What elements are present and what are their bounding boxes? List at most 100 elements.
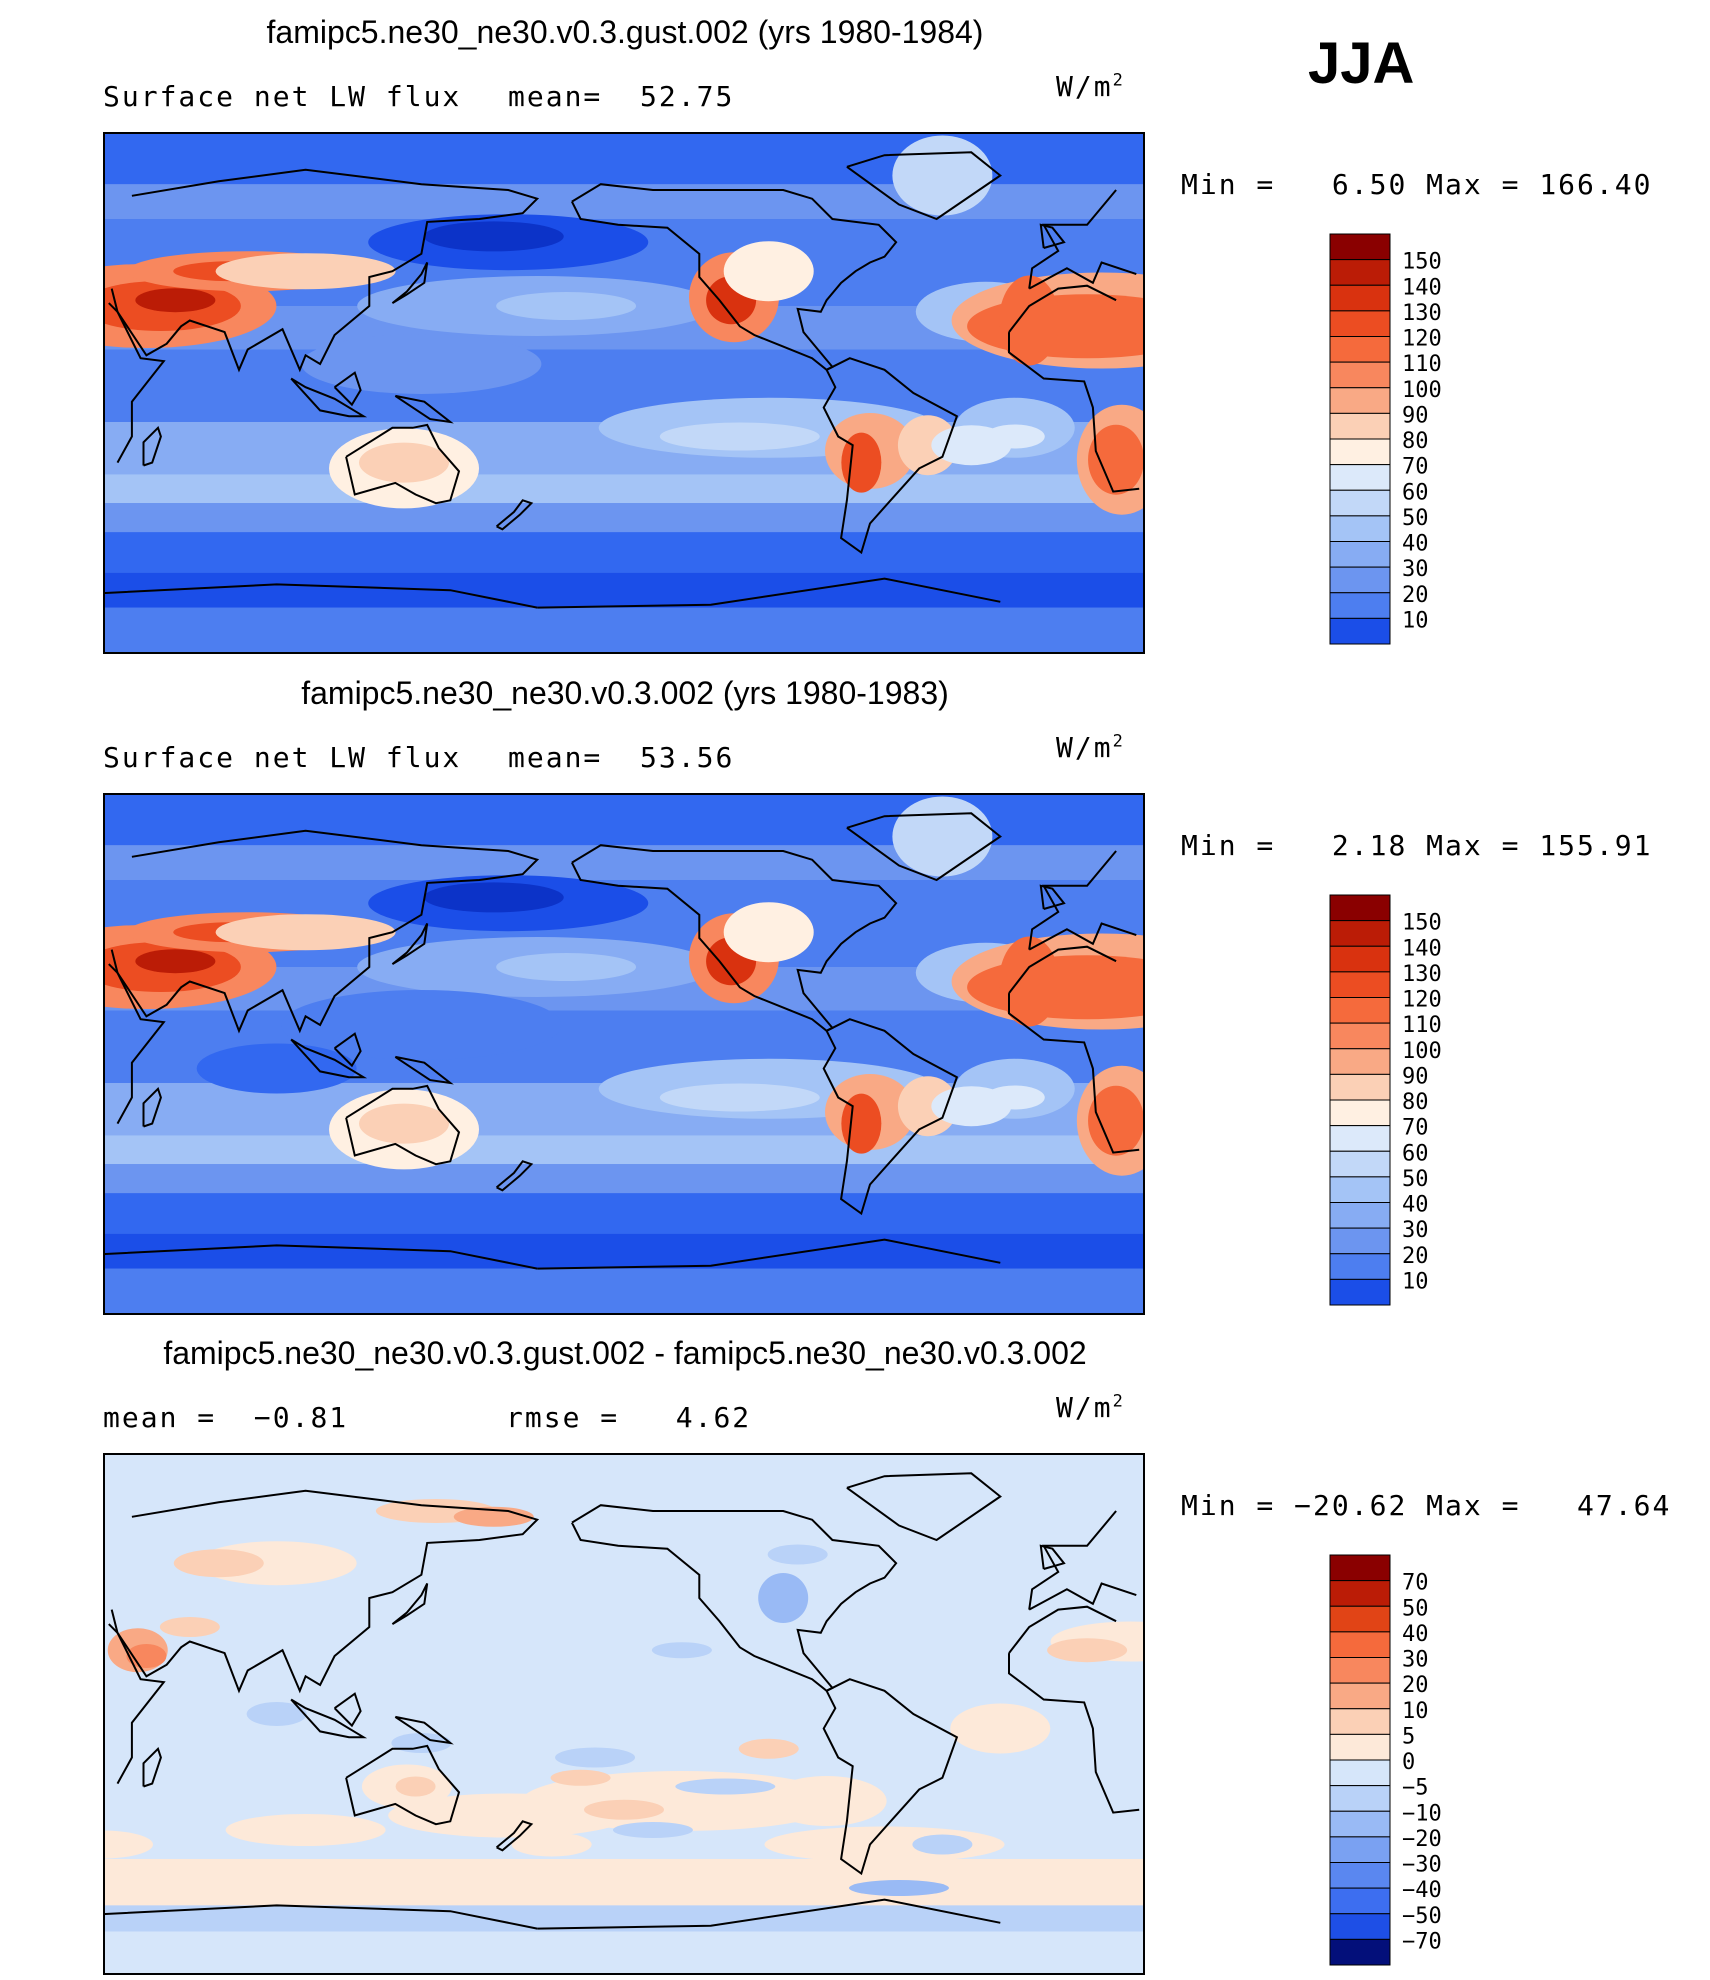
colorbar-tick-label: −70 xyxy=(1402,1929,1442,1954)
coastline xyxy=(290,377,368,418)
colorbar-tick-label: 110 xyxy=(1402,1013,1442,1038)
contour-region xyxy=(359,442,450,483)
contour-region xyxy=(388,1793,629,1838)
coastline xyxy=(537,577,1001,609)
colorbar-box xyxy=(1329,1580,1391,1607)
contour-region xyxy=(723,902,814,963)
colorbar-box xyxy=(1329,310,1391,337)
panel-3-max: 47.64 xyxy=(1577,1489,1672,1522)
colorbar-box xyxy=(1329,438,1391,466)
panel-3-mean-label: mean = −0.81 xyxy=(103,1401,349,1434)
colorbar-box xyxy=(1329,1631,1391,1658)
panel-2-map xyxy=(16,793,1252,1320)
contour-region xyxy=(511,1832,592,1857)
colorbar-tick-label: 60 xyxy=(1402,1141,1429,1166)
coastline xyxy=(1039,1544,1066,1570)
contour-region xyxy=(550,1769,611,1786)
coastline xyxy=(1028,850,1117,950)
colorbar-tick-label: 20 xyxy=(1402,1673,1429,1698)
colorbar-box xyxy=(1329,617,1391,645)
colorbar-box xyxy=(1329,894,1391,922)
coastline xyxy=(846,812,1002,882)
coastline xyxy=(394,1715,454,1745)
coastline xyxy=(102,583,538,609)
colorbar-tick-label: 90 xyxy=(1402,1064,1429,1089)
colorbar-tick-label: −5 xyxy=(1402,1776,1429,1801)
contour-region xyxy=(1047,1638,1128,1663)
colorbar-box xyxy=(1329,541,1391,568)
panel-1-variable-label: Surface net LW flux xyxy=(103,80,462,113)
contour-region xyxy=(215,253,396,290)
coastline xyxy=(822,1678,959,1876)
colorbar-box xyxy=(1329,1862,1391,1889)
colorbar-tick-label: 80 xyxy=(1402,429,1429,454)
panel-2-mean-label: mean= 53.56 xyxy=(508,741,735,774)
colorbar-box xyxy=(1329,1073,1391,1101)
colorbar-tick-label: 20 xyxy=(1402,1244,1429,1269)
contour-region xyxy=(931,1086,1012,1127)
coastline xyxy=(571,1504,898,1692)
colorbar-tick-label: 130 xyxy=(1402,962,1442,987)
colorbar-tick-label: 120 xyxy=(1402,327,1442,352)
colorbar-tick-label: −10 xyxy=(1402,1801,1442,1826)
colorbar-box xyxy=(1329,489,1391,517)
coastline xyxy=(391,262,429,304)
colorbar-box xyxy=(1329,1048,1391,1075)
coastline xyxy=(846,151,1002,221)
colorbar-box xyxy=(1329,997,1391,1024)
contour-region xyxy=(246,1702,307,1726)
colorbar-tick-label: 70 xyxy=(1402,1571,1429,1596)
contour-region xyxy=(301,334,542,394)
colorbar-tick-label: 10 xyxy=(1402,1269,1429,1294)
colorbar-box xyxy=(1329,1785,1391,1812)
panel-2-units: W/m2 xyxy=(1056,731,1125,764)
contour-region xyxy=(848,1880,949,1896)
contour-region xyxy=(395,1776,436,1797)
coastline xyxy=(1008,993,1140,1154)
colorbar-box xyxy=(1329,1125,1391,1152)
coastline xyxy=(1008,332,1140,493)
colorbar-tick-label: 40 xyxy=(1402,532,1429,557)
colorbar-tick-label: 0 xyxy=(1402,1750,1415,1775)
contour-region xyxy=(767,1544,828,1565)
contour-region xyxy=(659,422,820,451)
colorbar-tick-label: 30 xyxy=(1402,1648,1429,1673)
coastline xyxy=(822,1018,959,1216)
contour-region xyxy=(675,1778,776,1795)
coastline xyxy=(846,1472,1002,1542)
colorbar-tick-label: 30 xyxy=(1402,557,1429,582)
colorbar-box xyxy=(1329,1227,1391,1255)
colorbar-box xyxy=(1329,1099,1391,1127)
panel-1-min: 6.50 xyxy=(1331,168,1408,201)
colorbar-box xyxy=(1329,1810,1391,1838)
coastline xyxy=(142,1086,162,1128)
coastline xyxy=(333,371,362,407)
panel-3-mean-value: −0.81 xyxy=(253,1401,349,1434)
coastline xyxy=(822,357,959,555)
contour-region xyxy=(897,1076,958,1137)
colorbar-tick-label: 5 xyxy=(1402,1724,1415,1749)
contour-region xyxy=(659,1083,820,1112)
contour-region xyxy=(758,1573,809,1623)
coastline xyxy=(345,1084,461,1166)
contour-region xyxy=(912,1834,973,1855)
coastline xyxy=(1008,1605,1117,1654)
contour-region xyxy=(423,882,564,913)
colorbar-tick-label: 50 xyxy=(1402,506,1429,531)
coastline xyxy=(102,1244,538,1270)
contour-region xyxy=(612,1822,693,1838)
panel-2-min: 2.18 xyxy=(1331,829,1408,862)
colorbar-tick-label: 100 xyxy=(1402,378,1442,403)
coastline xyxy=(1028,261,1137,290)
colorbar-box xyxy=(1329,1913,1391,1940)
coastline xyxy=(537,1898,1001,1930)
contour-band xyxy=(103,1135,1145,1165)
map-frame xyxy=(103,793,1145,1315)
colorbar-tick-label: 150 xyxy=(1402,911,1442,936)
coastline xyxy=(110,168,540,373)
colorbar-box xyxy=(1329,1022,1391,1050)
panel-3-colorbar: 70 50 40 30 20 10 5 0 −5 −10 −20 −30 −40 −50 −70 xyxy=(1320,1553,1460,1974)
coastline xyxy=(333,1692,362,1728)
colorbar-box xyxy=(1329,1150,1391,1178)
contour-region xyxy=(159,1617,220,1637)
